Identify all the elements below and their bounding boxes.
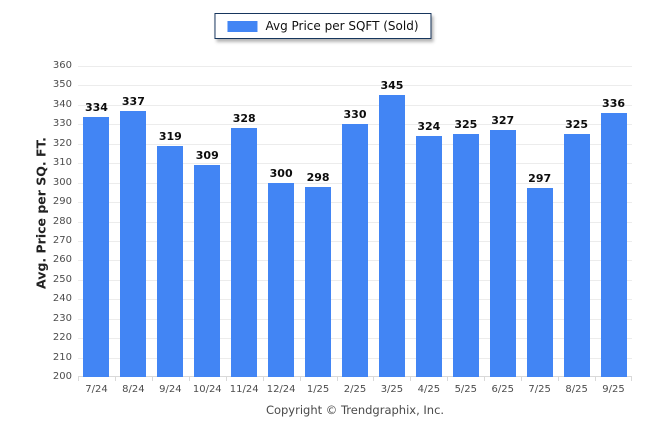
bar-value-label: 300: [269, 166, 293, 180]
bar-value-label: 325: [454, 118, 478, 132]
bar-10/24: [194, 165, 221, 377]
x-axis-tick: [484, 377, 485, 381]
bar-2/25: [342, 124, 368, 377]
x-axis-tick: [631, 377, 632, 381]
bar-value-label: 336: [602, 96, 626, 110]
x-axis-tick: [558, 377, 559, 381]
x-tick-label: 3/25: [380, 384, 404, 395]
x-tick-label: 5/25: [454, 384, 478, 395]
bar-4/25: [415, 135, 442, 377]
bar-12/24: [268, 182, 295, 377]
x-axis-tick: [410, 377, 411, 381]
gridline: [78, 66, 632, 67]
bar-1/25: [305, 186, 332, 377]
x-axis-tick: [337, 377, 338, 381]
x-axis-tick: [447, 377, 448, 381]
bar-value-label: 328: [232, 112, 256, 126]
legend-color-swatch: [227, 20, 258, 32]
bar-value-label: 337: [121, 94, 145, 108]
x-tick-label: 7/25: [528, 384, 551, 395]
y-tick-label: 220: [52, 332, 72, 344]
x-tick-label: 6/25: [491, 384, 514, 395]
bar-11/24: [231, 128, 258, 377]
y-tick-label: 300: [52, 176, 72, 188]
x-tick-label: 1/25: [306, 384, 330, 395]
x-axis-tick: [595, 377, 596, 381]
x-tick-label: 9/25: [602, 384, 625, 395]
gridline: [78, 85, 632, 86]
y-tick-label: 270: [52, 234, 72, 246]
bar-3/25: [378, 95, 405, 377]
x-axis-tick: [189, 377, 190, 381]
y-axis-labels: 200 210 220 230 240 250 260 270 280 290 300 310 320 3…: [0, 60, 72, 382]
x-tick-label: 7/24: [85, 384, 108, 395]
bar-9/24: [157, 145, 184, 377]
x-axis-tick: [300, 377, 301, 381]
x-axis-tick: [373, 377, 374, 381]
bar-value-label: 325: [565, 118, 589, 132]
copyright-text: Copyright © Trendgraphix, Inc.: [265, 403, 445, 417]
bar-value-label: 309: [195, 149, 219, 163]
y-tick-label: 320: [52, 137, 72, 149]
y-tick-label: 310: [52, 157, 72, 169]
x-tick-label: 8/25: [565, 384, 588, 395]
y-tick-label: 330: [52, 118, 72, 130]
y-tick-label: 240: [52, 293, 72, 305]
x-axis-labels: 7/24 8/24 9/24 10/24 11/24 12/24 1/25 2/25 3/25 4…: [78, 384, 632, 397]
bar-7/25: [526, 188, 553, 377]
x-axis-tick: [521, 377, 522, 381]
bar-value-label: 319: [158, 129, 182, 143]
bar-8/24: [120, 110, 147, 377]
x-tick-label: 8/24: [122, 384, 145, 395]
y-tick-label: 280: [52, 215, 72, 227]
x-tick-label: 9/24: [159, 384, 182, 395]
bar-value-label: 334: [84, 100, 108, 114]
bar-value-label: 345: [380, 79, 404, 93]
bar-8/25: [563, 134, 590, 377]
bar-7/24: [83, 116, 110, 377]
bar-value-label: 327: [491, 114, 515, 128]
bar-6/25: [489, 130, 516, 377]
x-axis-ticks: [78, 377, 632, 382]
y-tick-label: 230: [52, 312, 72, 324]
y-tick-label: 360: [52, 60, 72, 71]
y-tick-label: 200: [52, 371, 72, 382]
x-tick-label: 4/25: [417, 384, 441, 395]
gridline: [78, 105, 632, 106]
x-axis-tick: [226, 377, 227, 381]
x-axis-tick: [115, 377, 116, 381]
x-tick-label: 12/24: [266, 384, 296, 395]
bar-9/25: [600, 112, 627, 377]
bar-value-label: 297: [528, 172, 552, 186]
x-tick-label: 11/24: [229, 384, 259, 395]
x-axis-tick: [152, 377, 153, 381]
bar-5/25: [452, 134, 479, 377]
bar-value-label: 330: [343, 108, 367, 122]
chart-legend: Avg Price per SQFT (Sold): [214, 13, 432, 39]
legend-label: Avg Price per SQFT (Sold): [265, 19, 419, 33]
x-tick-label: 2/25: [343, 384, 367, 395]
y-tick-label: 260: [52, 254, 72, 266]
y-tick-label: 250: [52, 273, 72, 285]
plot-area: 334 337 319 309 328 300 298 330 345 324 325 327 297 3…: [78, 66, 632, 377]
x-tick-label: 10/24: [192, 384, 222, 395]
y-tick-label: 340: [52, 98, 72, 110]
x-axis-tick: [263, 377, 264, 381]
bar-value-label: 324: [417, 119, 441, 133]
y-tick-label: 290: [52, 196, 72, 208]
y-tick-label: 210: [52, 351, 72, 363]
x-axis-tick: [78, 377, 79, 381]
bar-value-label: 298: [306, 170, 330, 184]
y-tick-label: 350: [52, 79, 72, 91]
